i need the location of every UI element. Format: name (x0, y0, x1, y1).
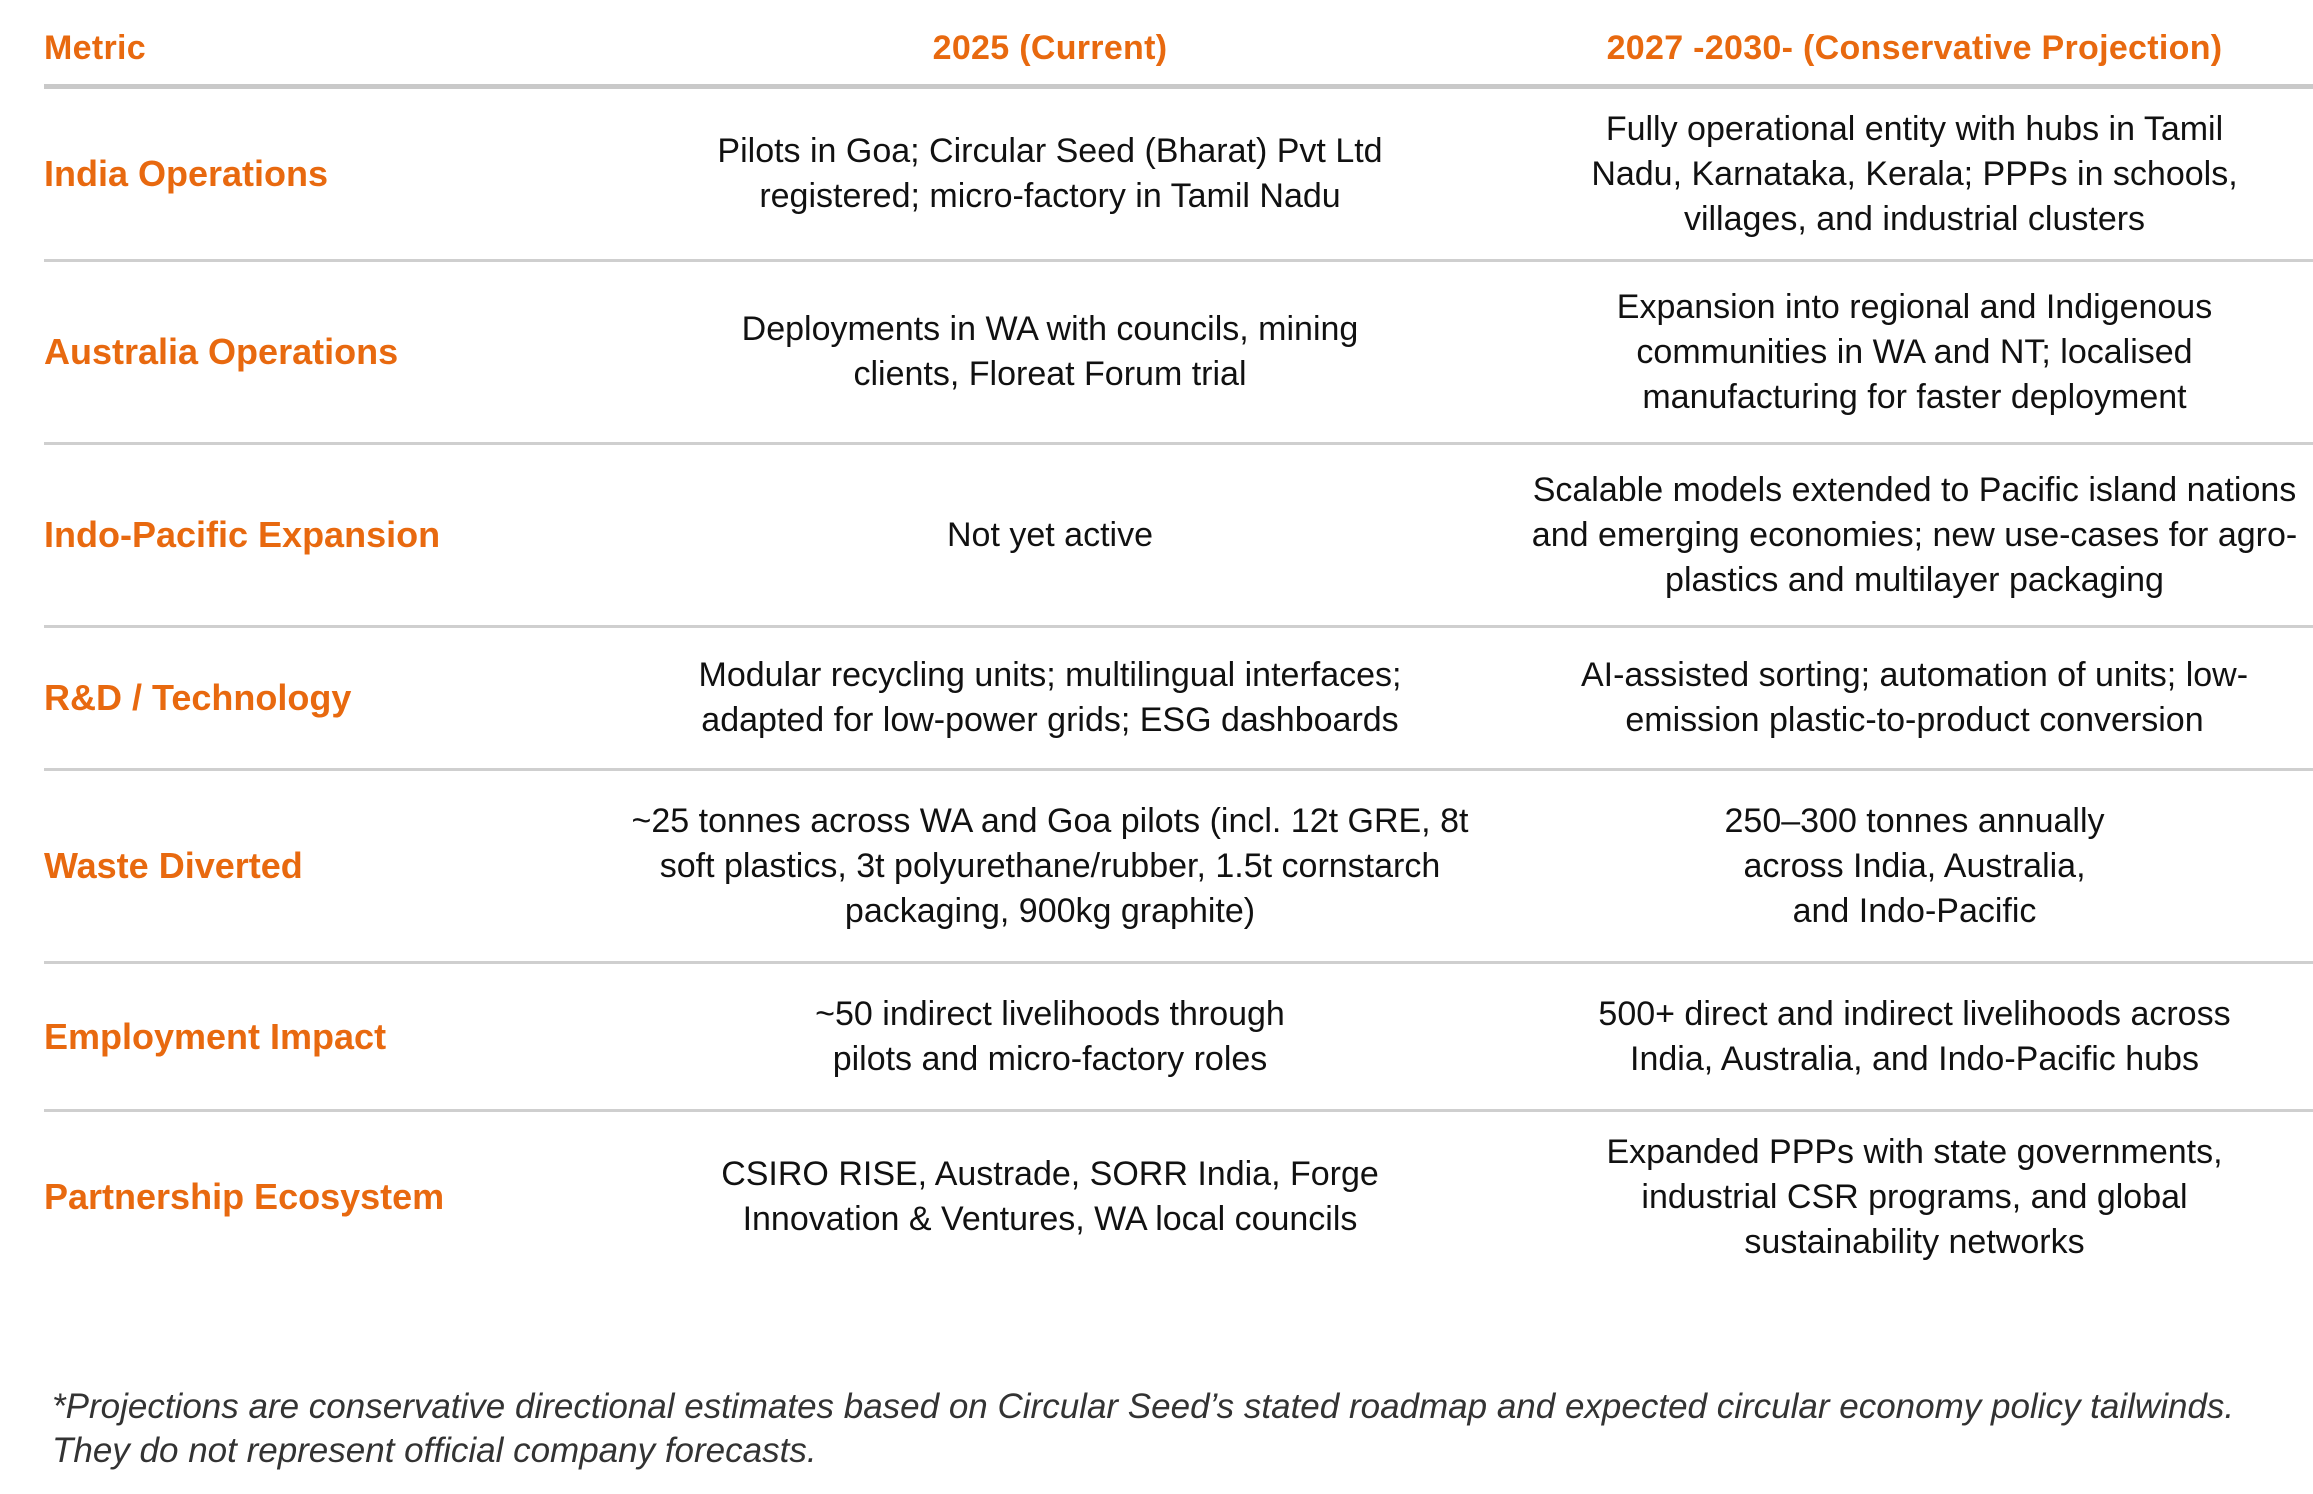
table-row: Employment Impact ~50 indirect livelihoo… (44, 964, 2313, 1112)
table-header: Metric 2025 (Current) 2027 -2030- (Conse… (44, 0, 2313, 89)
row-metric: R&D / Technology (44, 677, 352, 718)
row-metric: Australia Operations (44, 331, 399, 372)
header-current: 2025 (Current) (932, 29, 1168, 67)
row-current: Deployments in WA with councils, mining … (741, 310, 1359, 393)
row-metric: Employment Impact (44, 1015, 387, 1057)
row-current: ~25 tonnes across WA and Goa pilots (inc… (631, 801, 1469, 930)
row-current: Not yet active (947, 515, 1153, 554)
row-projection: Fully operational entity with hubs in Ta… (1591, 109, 2238, 238)
row-metric: Partnership Ecosystem (44, 1176, 445, 1217)
row-current: ~50 indirect livelihoods through pilots … (815, 994, 1285, 1078)
row-projection: Scalable models extended to Pacific isla… (1531, 470, 2298, 599)
header-projection: 2027 -2030- (Conservative Projection) (1606, 29, 2223, 67)
table-row: Australia Operations Deployments in WA w… (44, 262, 2313, 445)
row-current: CSIRO RISE, Austrade, SORR India, Forge … (721, 1155, 1379, 1238)
table-row: Indo-Pacific Expansion Not yet active Sc… (44, 445, 2313, 628)
table-row: India Operations Pilots in Goa; Circular… (44, 89, 2313, 262)
comparison-table: Metric 2025 (Current) 2027 -2030- (Conse… (44, 0, 2313, 1282)
table-row: Partnership Ecosystem CSIRO RISE, Austra… (44, 1112, 2313, 1282)
row-current: Modular recycling units; multilingual in… (698, 656, 1402, 739)
footnote: *Projections are conservative directiona… (52, 1387, 2235, 1470)
table-row: Waste Diverted ~25 tonnes across WA and … (44, 771, 2313, 964)
row-current: Pilots in Goa; Circular Seed (Bharat) Pv… (717, 132, 1383, 215)
row-projection: AI-assisted sorting; automation of units… (1580, 656, 2249, 739)
row-metric: Waste Diverted (44, 845, 303, 886)
row-projection: 500+ direct and indirect livelihoods acr… (1598, 994, 2231, 1078)
row-projection: Expanded PPPs with state governments, in… (1606, 1132, 2223, 1261)
table-row: R&D / Technology Modular recycling units… (44, 628, 2313, 771)
row-projection: 250–300 tonnes annually across India, Au… (1724, 801, 2105, 930)
row-metric: Indo-Pacific Expansion (44, 514, 441, 555)
row-metric: India Operations (44, 153, 329, 194)
row-projection: Expansion into regional and Indigenous c… (1616, 287, 2213, 416)
header-metric: Metric (44, 29, 146, 67)
